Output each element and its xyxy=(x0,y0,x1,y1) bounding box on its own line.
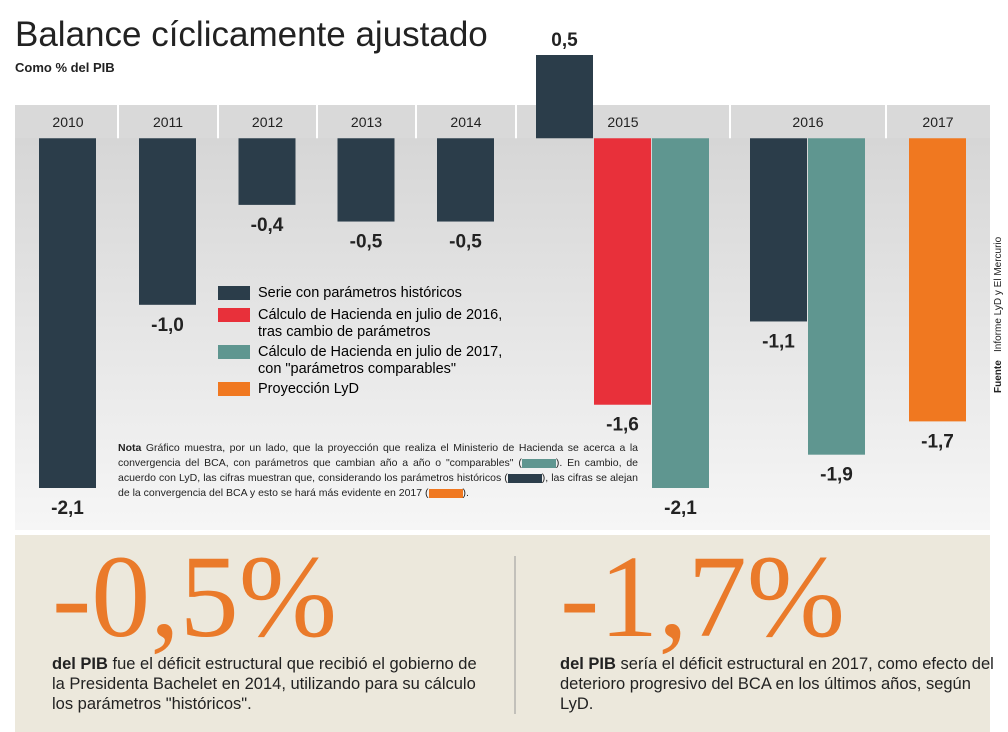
x-tick-label: 2015 xyxy=(607,114,638,130)
highlight-text: del PIB fue el déficit estructural que r… xyxy=(52,654,492,714)
value-label: -0,5 xyxy=(350,232,383,253)
legend-swatch xyxy=(218,345,250,359)
x-tick-label: 2014 xyxy=(450,114,481,130)
value-label: -0,4 xyxy=(251,215,284,236)
value-label: -1,0 xyxy=(151,315,184,336)
chart-title: Balance cíclicamente ajustado xyxy=(15,15,488,54)
chart-subtitle: Como % del PIB xyxy=(15,60,115,75)
x-tick-label: 2010 xyxy=(52,114,83,130)
note-swatch xyxy=(507,473,542,483)
note-text: Gráfico muestra, por un lado, que la pro… xyxy=(118,442,638,469)
value-label: -1,7 xyxy=(921,431,954,452)
legend-label: Serie con parámetros históricos xyxy=(258,285,462,301)
note-label: Nota xyxy=(118,442,142,454)
note: Nota Gráfico muestra, por un lado, que l… xyxy=(118,441,638,501)
value-label: -1,9 xyxy=(820,465,853,486)
legend-swatch xyxy=(218,308,250,322)
note-text: ). xyxy=(462,487,469,499)
value-label: -1,6 xyxy=(606,415,639,436)
source-label: Fuente xyxy=(993,360,1004,393)
legend-swatch xyxy=(218,286,250,300)
highlight-body: fue el déficit estructural que recibió e… xyxy=(52,655,477,713)
x-tick-label: 2016 xyxy=(792,114,823,130)
note-text: ). En cambio, de acuerdo con LyD, las ci… xyxy=(118,457,639,484)
note-text: ), las cifras se alejan de la convergenc… xyxy=(118,472,638,499)
value-label: 0,5 xyxy=(551,30,578,51)
bar xyxy=(594,138,651,405)
note-swatch xyxy=(521,458,556,468)
highlight-body: sería el déficit estructural en 2017, co… xyxy=(560,655,994,713)
bar xyxy=(139,138,196,305)
bar xyxy=(39,138,96,488)
legend-label: Cálculo de Hacienda en julio de 2017, co… xyxy=(258,344,503,377)
legend-swatch xyxy=(218,382,250,396)
bar xyxy=(536,55,593,139)
bar xyxy=(808,138,865,455)
highlight-bold: del PIB xyxy=(560,655,616,673)
legend-item: Cálculo de Hacienda en julio de 2016, tr… xyxy=(218,307,502,341)
x-tick-label: 2013 xyxy=(351,114,382,130)
legend-label: Proyección LyD xyxy=(258,381,360,397)
note-swatch xyxy=(428,488,463,498)
legend-item: Serie con parámetros históricos xyxy=(218,285,462,302)
x-tick-label: 2012 xyxy=(252,114,283,130)
highlight-figure: -1,7% xyxy=(560,531,846,662)
bar xyxy=(238,138,296,205)
value-label: -0,5 xyxy=(449,232,482,253)
highlight-figure: -0,5% xyxy=(52,531,338,662)
bar xyxy=(909,138,966,422)
x-tick-label: 2011 xyxy=(153,114,183,130)
value-label: -2,1 xyxy=(51,498,84,519)
legend-item: Proyección LyD xyxy=(218,381,359,398)
highlight-text: del PIB sería el déficit estructural en … xyxy=(560,654,1000,714)
bar xyxy=(750,138,807,322)
legend-item: Cálculo de Hacienda en julio de 2017, co… xyxy=(218,344,502,378)
year-strip xyxy=(15,105,990,139)
value-label: -2,1 xyxy=(664,498,697,519)
value-label: -1,1 xyxy=(762,331,795,352)
highlight-bold: del PIB xyxy=(52,655,108,673)
bar xyxy=(437,138,494,222)
source-text: Informe LyD y El Mercurio xyxy=(993,236,1004,352)
x-tick-label: 2017 xyxy=(922,114,953,130)
bar xyxy=(337,138,395,222)
highlight-panel xyxy=(15,535,990,732)
bar xyxy=(652,138,709,488)
legend-label: Cálculo de Hacienda en julio de 2016, tr… xyxy=(258,307,503,340)
